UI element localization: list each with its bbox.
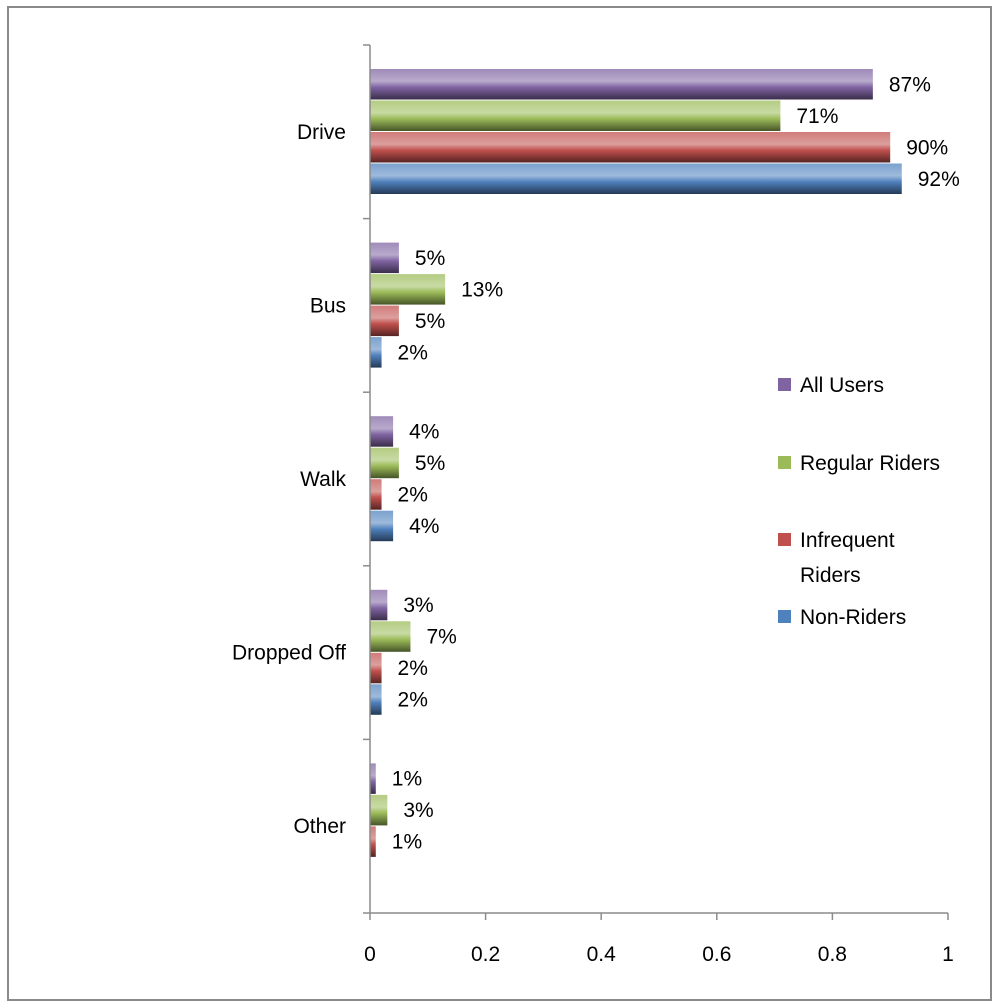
legend-swatch xyxy=(778,378,791,391)
data-label: 2% xyxy=(398,483,428,506)
x-tick-label: 1 xyxy=(942,943,954,966)
x-tick-label: 0.8 xyxy=(818,943,847,966)
legend-label: All Users xyxy=(800,374,884,397)
legend-label: Non-Riders xyxy=(800,606,906,629)
bar-dropped-off-infrequent-riders xyxy=(370,652,382,684)
bar-other-all-users xyxy=(370,763,376,794)
data-label: 87% xyxy=(889,73,931,96)
bar-walk-all-users xyxy=(370,416,394,447)
x-tick-label: 0.6 xyxy=(702,943,731,966)
bar-dropped-off-non-riders xyxy=(370,684,382,715)
data-label: 90% xyxy=(906,136,948,159)
bar-walk-infrequent-riders xyxy=(370,479,382,510)
x-tick-label: 0.4 xyxy=(587,943,617,966)
legend-swatch xyxy=(778,456,791,469)
bar-other-infrequent-riders xyxy=(370,826,376,857)
bar-bus-regular-riders xyxy=(370,274,446,305)
bar-drive-non-riders xyxy=(370,163,902,194)
data-label: 2% xyxy=(398,341,428,364)
category-label: Bus xyxy=(310,294,346,317)
bar-walk-non-riders xyxy=(370,510,394,542)
x-tick-label: 0 xyxy=(364,943,376,966)
bar-bus-infrequent-riders xyxy=(370,305,399,337)
category-label: Dropped Off xyxy=(232,642,346,665)
legend-swatch xyxy=(778,533,791,546)
bar-bus-all-users xyxy=(370,242,399,274)
category-label: Other xyxy=(293,815,346,838)
legend-label: Regular Riders xyxy=(800,452,940,475)
data-label: 5% xyxy=(415,310,445,333)
x-tick-label: 0.2 xyxy=(471,943,500,966)
data-label: 71% xyxy=(796,105,838,128)
data-label: 3% xyxy=(403,799,433,822)
data-label: 4% xyxy=(409,420,439,443)
legend: All Users Regular Riders Infrequent Riders N… xyxy=(778,374,940,629)
data-label: 2% xyxy=(398,689,428,712)
category-label: Walk xyxy=(300,468,346,491)
data-label: 7% xyxy=(426,626,456,649)
data-label: 5% xyxy=(415,452,445,475)
category-label: Drive xyxy=(297,121,346,144)
data-label: 3% xyxy=(403,594,433,617)
data-label: 5% xyxy=(415,247,445,270)
bar-drive-regular-riders xyxy=(370,100,781,131)
data-label: 4% xyxy=(409,515,439,538)
bar-walk-regular-riders xyxy=(370,447,399,479)
bar-dropped-off-regular-riders xyxy=(370,621,411,652)
legend-swatch xyxy=(778,610,791,623)
axes-layer: 0 0.2 0.4 0.6 0.8 1 xyxy=(363,44,954,966)
data-label: 2% xyxy=(398,657,428,680)
bar-drive-all-users xyxy=(370,69,873,100)
legend-label: Infrequent xyxy=(800,529,895,552)
data-label: 13% xyxy=(461,278,503,301)
bar-drive-infrequent-riders xyxy=(370,132,891,163)
bar-bus-non-riders xyxy=(370,337,382,368)
data-label: 1% xyxy=(392,831,422,854)
bar-other-regular-riders xyxy=(370,794,388,826)
bar-dropped-off-all-users xyxy=(370,589,388,621)
labels-layer: 87% 71% 90% 92% Drive 5% 13% 5% 2% Bus 4% 5% 2% 4% Wal… xyxy=(232,73,960,853)
bars-layer xyxy=(370,69,902,857)
data-label: 1% xyxy=(392,768,422,791)
data-label: 92% xyxy=(918,168,960,191)
legend-label: Riders xyxy=(800,564,861,587)
